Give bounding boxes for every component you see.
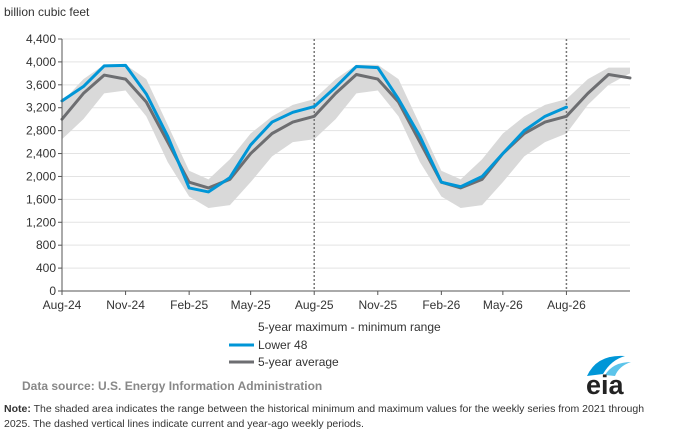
legend-avg-label: 5-year average: [258, 355, 339, 369]
y-unit-label: billion cubic feet: [4, 5, 90, 19]
x-tick-label-3: May-25: [231, 298, 271, 312]
y-tick-label-5: 2,000: [26, 169, 56, 183]
eia-logo-arc-icon-2: [605, 362, 631, 376]
note-label: Note:: [4, 403, 31, 415]
y-tick-label-4: 1,600: [26, 192, 56, 206]
legend-range-label: 5-year maximum - minimum range: [258, 320, 441, 334]
y-tick-labels: 0 400 800 1,200 1,600 2,000 2,400 2,800 3,200 3,6…: [26, 32, 62, 298]
eia-logo: eia: [586, 355, 631, 398]
y-tick-label-3: 1,200: [26, 215, 56, 229]
x-tick-label-8: Aug-26: [547, 298, 586, 312]
y-tick-label-6: 2,400: [26, 147, 56, 161]
y-tick-label-1: 400: [36, 261, 56, 275]
y-tick-label-11: 4,400: [26, 32, 56, 46]
y-tick-label-0: 0: [49, 284, 56, 298]
y-tick-label-9: 3,600: [26, 78, 56, 92]
y-tick-label-10: 4,000: [26, 55, 56, 69]
eia-logo-text: eia: [586, 370, 625, 398]
x-tick-label-0: Aug-24: [43, 298, 82, 312]
dashed-vlines: [313, 39, 568, 291]
series-line-5-year-average: [60, 73, 632, 190]
y-tick-label-8: 3,200: [26, 101, 56, 115]
series-lines: [60, 63, 632, 194]
data-source: Data source: U.S. Energy Information Adm…: [22, 379, 323, 393]
eia-logo-arc-icon: [587, 355, 625, 376]
x-tick-label-6: Feb-26: [422, 298, 460, 312]
x-tick-label-4: Aug-25: [295, 298, 334, 312]
y-tick-label-7: 2,800: [26, 124, 56, 138]
footnote: Note: The shaded area indicates the rang…: [4, 402, 664, 432]
y-tick-label-2: 800: [36, 238, 56, 252]
x-tick-labels: Aug-24 Nov-24 Feb-25 May-25 Aug-25 Nov-25 Feb-…: [43, 291, 586, 312]
legend: 5-year maximum - minimum range Lower 48 …: [229, 320, 441, 369]
x-tick-label-7: May-26: [483, 298, 523, 312]
series-line-lower-48: [60, 63, 568, 194]
note-text: The shaded area indicates the range betw…: [4, 403, 645, 430]
x-tick-label-5: Nov-25: [358, 298, 397, 312]
range-band: [62, 64, 630, 208]
axes: [61, 39, 630, 292]
legend-lower48-label: Lower 48: [258, 338, 308, 352]
range-band-group: [62, 64, 630, 208]
x-tick-label-2: Feb-25: [170, 298, 208, 312]
x-tick-label-1: Nov-24: [106, 298, 145, 312]
